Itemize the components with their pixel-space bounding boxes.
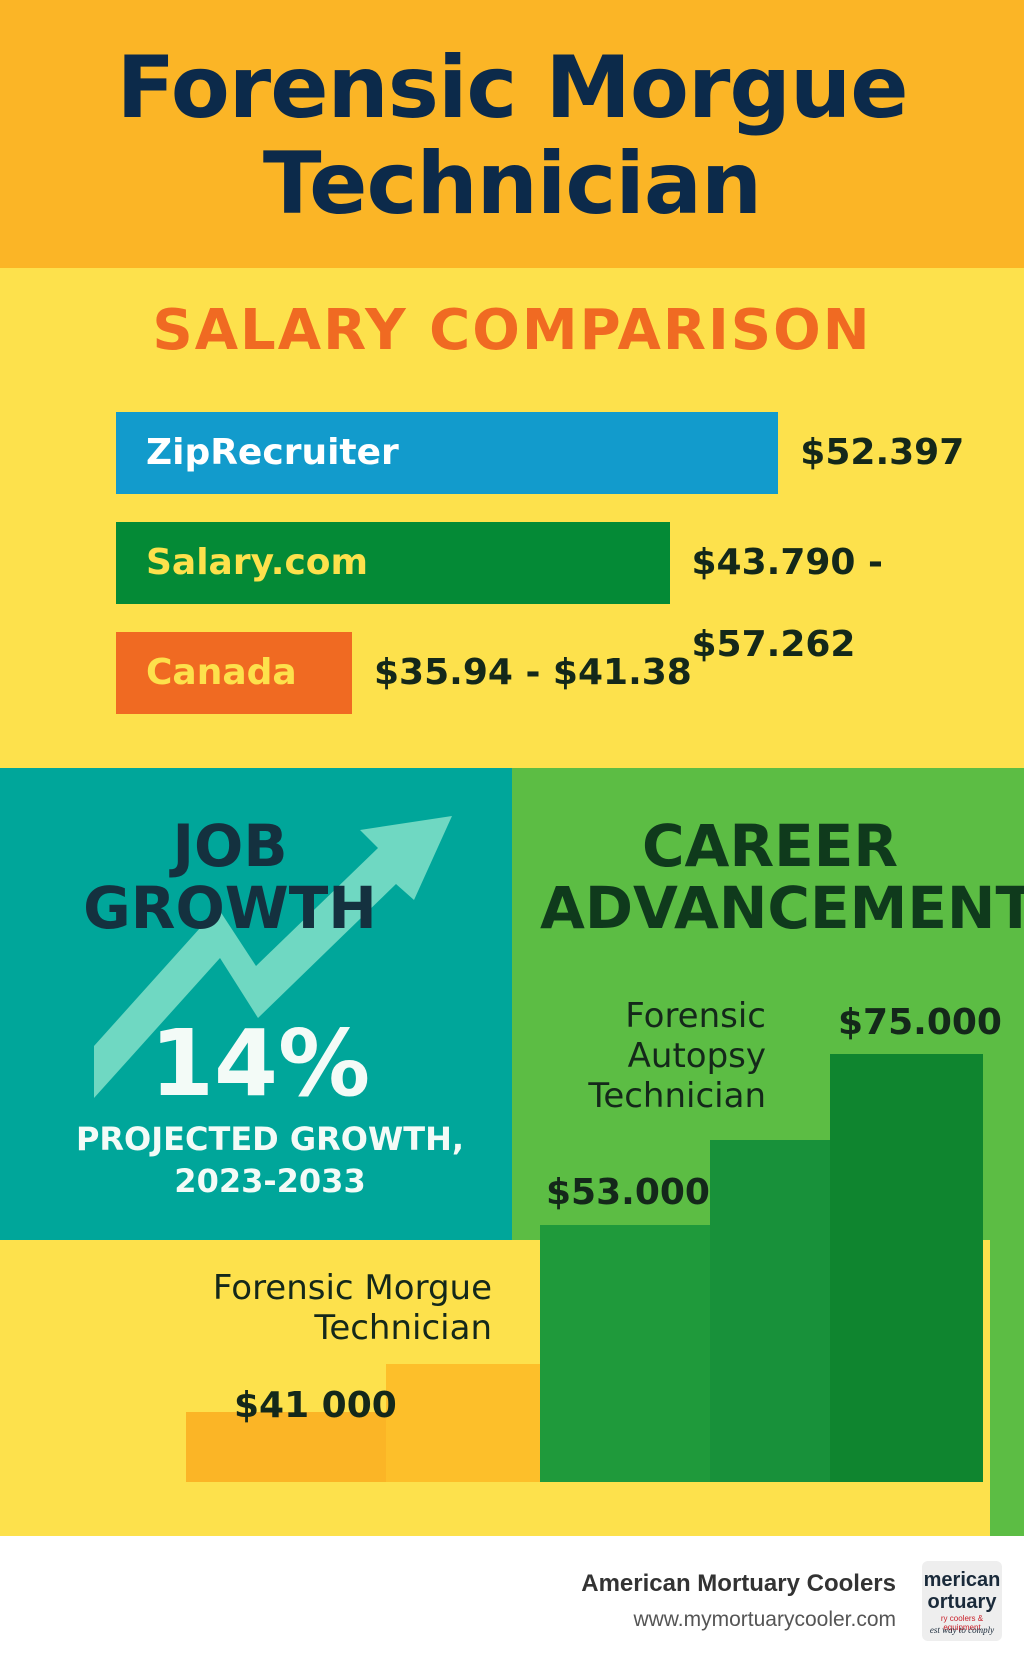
growth-caption: PROJECTED GROWTH, 2023-2033 <box>40 1118 500 1202</box>
footer-url[interactable]: www.mymortuarycooler.com <box>633 1608 896 1631</box>
salary-bar-salary-com: Salary.com <box>116 522 670 604</box>
salary-bar-canada: Canada <box>116 632 352 714</box>
salary-bar-label: Canada <box>146 652 297 693</box>
career-step-3-label-line-3: Technician <box>588 1076 766 1116</box>
arrow-shape <box>94 816 452 1098</box>
logo-line-3: ry coolers & equipment <box>940 1614 984 1632</box>
career-step-2-bar <box>540 1225 710 1482</box>
trending-up-arrow-icon <box>94 816 452 1098</box>
header-banner <box>0 0 1024 268</box>
growth-caption-line-1: PROJECTED GROWTH, <box>75 1120 465 1158</box>
career-heading-line-2: ADVANCEMENT <box>540 874 1024 942</box>
job-growth-heading: JOB GROWTH <box>40 815 420 939</box>
salary-bar-value: $35.94 - $41.38 <box>374 652 692 693</box>
growth-caption-line-2: 2023-2033 <box>174 1162 366 1200</box>
career-advancement-heading: CAREER ADVANCEMENT <box>540 812 1024 942</box>
career-step-4-value: $75.000 <box>838 1002 1002 1043</box>
career-step-3-label: Forensic Autopsy Technician <box>540 996 766 1116</box>
career-step-1-label-line-2: Technician <box>314 1308 492 1348</box>
company-logo: merican ortuary ry coolers & equipment e… <box>922 1561 1002 1641</box>
growth-percent: 14% <box>150 1010 371 1117</box>
career-step-1-label-line-1: Forensic Morgue <box>212 1268 492 1308</box>
logo-line-1: merican <box>923 1569 1001 1591</box>
career-step-3-bar <box>710 1140 830 1482</box>
salary-bar-label: Salary.com <box>146 542 369 583</box>
career-step-3-label-line-1: Forensic <box>625 996 766 1036</box>
career-step-3-label-line-2: Autopsy <box>627 1036 766 1076</box>
page-title: Forensic Morgue Technician <box>0 40 1024 232</box>
page-title-line-2: Technician <box>262 134 762 234</box>
job-growth-heading-line-2: GROWTH <box>83 874 377 942</box>
footer-company-name: American Mortuary Coolers <box>581 1570 896 1597</box>
job-growth-heading-line-1: JOB <box>172 812 288 880</box>
career-step-4-bar <box>830 1054 983 1482</box>
salary-bar-value: $52.397 <box>800 432 965 473</box>
salary-bar-label: ZipRecruiter <box>146 432 399 473</box>
logo-line-2: ortuary <box>927 1591 997 1613</box>
footer <box>0 1536 1024 1666</box>
salary-comparison-heading: SALARY COMPARISON <box>152 298 872 363</box>
salary-bar-ziprecruiter: ZipRecruiter <box>116 412 779 494</box>
page-title-line-1: Forensic Morgue <box>116 38 908 138</box>
logo-line-4: est way to comply <box>929 1625 995 1635</box>
career-step-1-value: $41 000 <box>234 1385 397 1426</box>
career-heading-line-1: CAREER <box>641 812 898 880</box>
career-step-1-label: Forensic Morgue Technician <box>170 1268 492 1348</box>
career-step-2-value: $53.000 <box>546 1172 710 1213</box>
salary-bar-value: $43.790 - $57.262 <box>691 542 883 665</box>
career-step-1-bar <box>186 1412 386 1482</box>
career-step-1-riser <box>386 1364 540 1482</box>
